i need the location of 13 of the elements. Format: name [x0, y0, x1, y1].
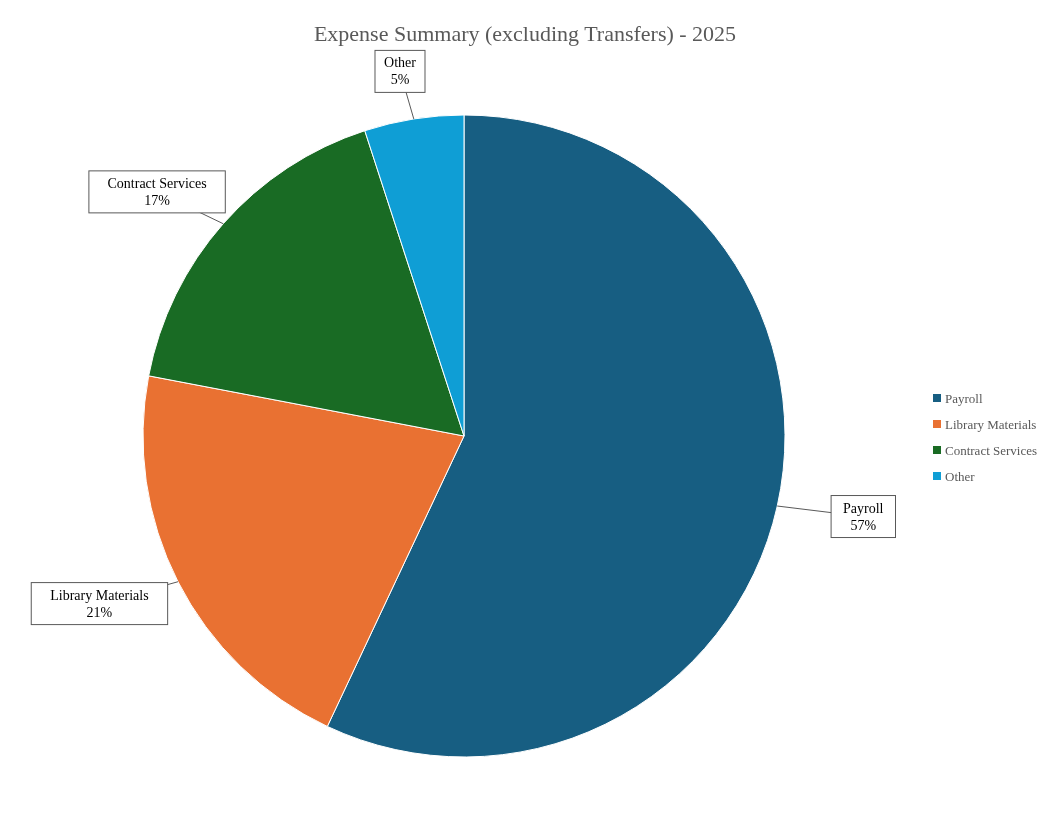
data-label: 17%	[144, 192, 171, 208]
legend-label: Library Materials	[945, 416, 1037, 432]
slice-label: Payroll	[843, 500, 884, 516]
data-label: 57%	[850, 517, 877, 533]
legend-label: Contract Services	[945, 442, 1038, 458]
slice-label: Contract Services	[107, 175, 207, 191]
data-label: 5%	[390, 72, 410, 88]
slice-label: Library Materials	[50, 587, 149, 603]
slice-label: Other	[384, 55, 417, 71]
legend-label: Other	[945, 468, 976, 484]
legend-label: Payroll	[945, 390, 983, 406]
chart-title: Expense Summary (excluding Transfers) - 2025	[313, 21, 737, 46]
data-label: 21%	[86, 604, 113, 620]
